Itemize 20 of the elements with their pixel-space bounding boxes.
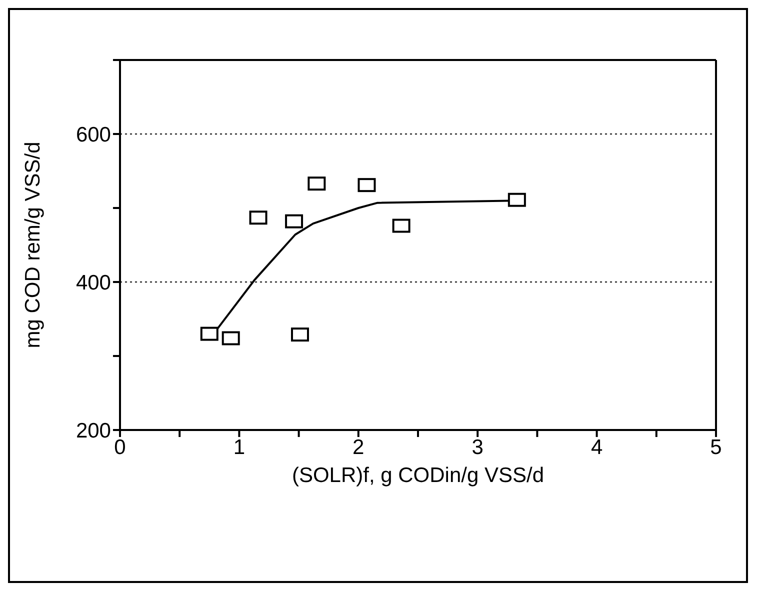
point [222, 331, 240, 346]
point [290, 328, 309, 342]
y-tick-label: 200 [76, 419, 111, 442]
point [200, 326, 218, 341]
x-tick-label: 2 [352, 436, 364, 459]
x-tick-label: 0 [114, 436, 126, 459]
point [508, 192, 526, 207]
x-tick-label: 4 [590, 436, 603, 459]
x-tick-label: 3 [472, 436, 484, 459]
y-axis-title: mg COD rem/g VSS/d [21, 142, 44, 348]
point [308, 176, 326, 191]
y-tick-label: 400 [76, 271, 111, 294]
x-axis-title: (SOLR)f, g CODin/g VSS/d [292, 464, 544, 487]
x-tick-label: 1 [233, 436, 246, 459]
point [392, 218, 410, 233]
point [358, 178, 376, 192]
point [249, 210, 268, 225]
point [285, 214, 304, 228]
x-tick-label: 5 [710, 436, 722, 459]
y-tick-label: 600 [76, 123, 111, 146]
